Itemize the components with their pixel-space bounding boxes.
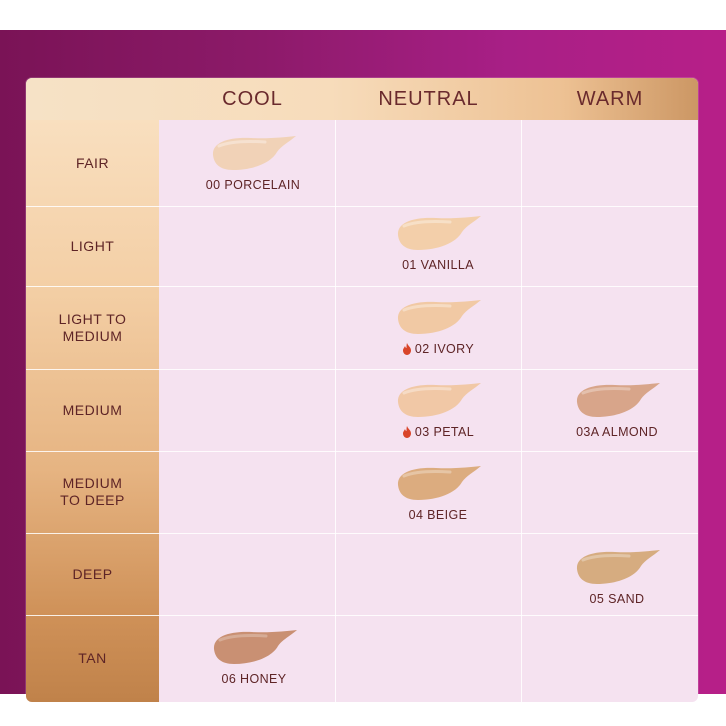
column-header-warm: WARM bbox=[576, 88, 644, 110]
row-label-light-to-medium: LIGHT TO MEDIUM bbox=[58, 310, 127, 344]
row-divider bbox=[26, 369, 698, 370]
row-label-fair: FAIR bbox=[75, 154, 110, 171]
row-divider bbox=[26, 451, 698, 452]
swatch-smear-icon bbox=[397, 383, 481, 417]
shade-name: 04 BEIGE bbox=[408, 508, 468, 522]
row-label-medium: MEDIUM bbox=[62, 401, 123, 418]
shade-name: 01 VANILLA bbox=[402, 258, 474, 272]
shade-label: 04 BEIGE bbox=[373, 508, 503, 522]
flame-icon bbox=[402, 426, 412, 438]
flame-icon bbox=[402, 343, 412, 355]
shade-label: 03A ALMOND bbox=[552, 425, 682, 439]
shade-label: 03 PETAL bbox=[373, 425, 503, 439]
shade-chart-card: COOL NEUTRAL WARM FAIR LIGHT LIGHT TO ME… bbox=[26, 78, 698, 702]
shade-label: 01 VANILLA bbox=[373, 258, 503, 272]
undertone-header: COOL NEUTRAL WARM bbox=[26, 78, 698, 120]
swatch-smear-icon bbox=[397, 216, 481, 250]
row-divider bbox=[26, 533, 698, 534]
shade-05-sand[interactable]: 05 SAND bbox=[552, 548, 682, 606]
swatch-smear-icon bbox=[212, 136, 296, 170]
shade-03a-almond[interactable]: 03A ALMOND bbox=[552, 381, 682, 439]
shade-name: 06 HONEY bbox=[221, 672, 287, 686]
shade-00-porcelain[interactable]: 00 PORCELAIN bbox=[188, 134, 318, 192]
column-header-cool: COOL bbox=[222, 88, 283, 110]
row-label-deep: DEEP bbox=[72, 565, 113, 582]
shade-label: 05 SAND bbox=[552, 592, 682, 606]
shade-name: 05 SAND bbox=[589, 592, 645, 606]
skin-depth-sidebar bbox=[26, 120, 159, 702]
row-label-tan: TAN bbox=[78, 650, 107, 666]
magenta-frame: COOL NEUTRAL WARM FAIR LIGHT LIGHT TO ME… bbox=[0, 30, 726, 702]
swatch-smear-icon bbox=[576, 550, 660, 584]
shade-03-petal[interactable]: 03 PETAL bbox=[373, 381, 503, 439]
shade-label: 00 PORCELAIN bbox=[188, 178, 318, 192]
shade-name: 03A ALMOND bbox=[576, 425, 658, 439]
shade-label: 02 IVORY bbox=[373, 342, 503, 356]
column-divider bbox=[335, 120, 336, 702]
shade-name: 00 PORCELAIN bbox=[205, 178, 301, 192]
row-label-medium-to-deep: MEDIUM TO DEEP bbox=[60, 475, 125, 508]
swatch-smear-icon bbox=[397, 466, 481, 500]
shade-04-beige[interactable]: 04 BEIGE bbox=[373, 464, 503, 522]
row-divider bbox=[26, 286, 698, 287]
column-divider bbox=[521, 120, 522, 702]
shade-02-ivory[interactable]: 02 IVORY bbox=[373, 298, 503, 356]
shade-name: 03 PETAL bbox=[414, 425, 475, 439]
shade-06-honey[interactable]: 06 HONEY bbox=[189, 628, 319, 686]
swatch-smear-icon bbox=[397, 300, 481, 334]
shade-01-vanilla[interactable]: 01 VANILLA bbox=[373, 214, 503, 272]
shade-name: 02 IVORY bbox=[414, 342, 475, 356]
shade-label: 06 HONEY bbox=[189, 672, 319, 686]
row-divider bbox=[26, 615, 698, 616]
swatch-smear-icon bbox=[576, 383, 660, 417]
row-label-light: LIGHT bbox=[70, 237, 115, 254]
row-divider bbox=[26, 206, 698, 207]
column-header-neutral: NEUTRAL bbox=[378, 88, 479, 110]
swatch-smear-icon bbox=[213, 630, 297, 664]
